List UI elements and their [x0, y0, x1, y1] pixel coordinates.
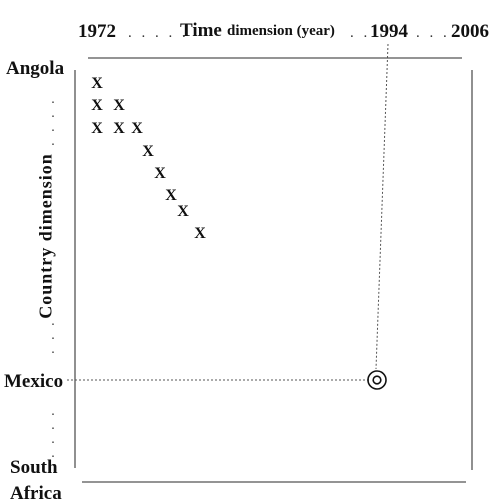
x-tick-1972: 1972	[78, 21, 116, 42]
x-mark: X	[91, 97, 103, 114]
target-circle-inner	[372, 375, 382, 385]
x-axis-dots-mid: . .	[350, 25, 371, 41]
x-mark: X	[91, 120, 103, 137]
x-mark: X	[91, 75, 103, 92]
y-axis-dots-upper: ....	[51, 92, 55, 149]
y-axis-dots-lower-b: ....	[51, 404, 55, 461]
year-1994-guide-line	[375, 43, 389, 370]
x-mark: X	[177, 203, 189, 220]
x-mark: X	[154, 165, 166, 182]
x-axis-title-rest: dimension (year)	[227, 23, 335, 39]
x-tick-1994: 1994	[370, 21, 408, 42]
x-mark: X	[131, 120, 143, 137]
x-mark: X	[194, 225, 206, 242]
y-label-mexico: Mexico	[4, 371, 64, 392]
x-axis-title-main: Time	[180, 20, 222, 41]
y-label-south: South	[10, 457, 58, 478]
x-axis-dots-left: . . . . .	[128, 25, 189, 41]
y-label-africa: Africa	[10, 483, 62, 504]
x-mark: X	[113, 120, 125, 137]
x-mark: X	[113, 97, 125, 114]
x-mark: X	[142, 143, 154, 160]
x-mark: X	[165, 187, 177, 204]
target-circle-outer	[367, 370, 387, 390]
y-label-angola: Angola	[6, 58, 65, 79]
y-axis-dots-lower-a: ...	[51, 314, 55, 357]
x-axis-dots-right: . . .	[416, 25, 450, 41]
x-tick-2006: 2006	[451, 21, 489, 42]
